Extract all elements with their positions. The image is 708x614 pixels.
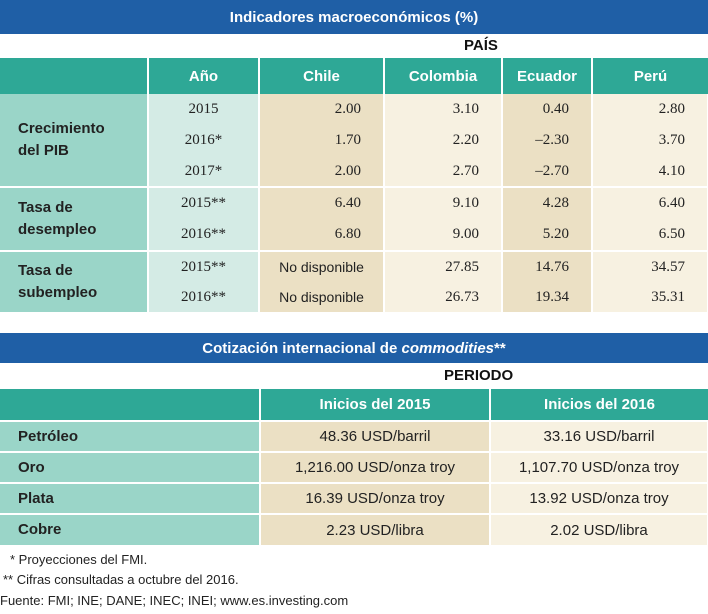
- header-empty: [0, 389, 261, 421]
- table2-subheader: PERIODO: [444, 367, 514, 384]
- header-2016: Inicios del 2016: [490, 389, 708, 421]
- table-row: Tasa de desempleo 2015** 6.40 9.10 4.28 …: [0, 186, 708, 251]
- commodity-label: Plata: [0, 482, 261, 514]
- value-cell: 34.57: [592, 250, 708, 282]
- table-row: Plata 16.39 USD/onza troy 13.92 USD/onza…: [0, 482, 708, 514]
- table-row: 2016** No disponible 26.73 19.34 35.31: [0, 282, 708, 312]
- commodities-table: Inicios del 2015 Inicios del 2016 Petról…: [0, 389, 708, 545]
- macro-indicators-table: Año Chile Colombia Ecuador Perú Crecimie…: [0, 58, 708, 312]
- commodity-label: Petróleo: [0, 420, 261, 452]
- header-2015: Inicios del 2015: [260, 389, 491, 421]
- table2-title-italic: commodities: [401, 339, 495, 357]
- year-cell: 2016**: [148, 219, 260, 251]
- value-cell: No disponible: [259, 282, 385, 312]
- commodity-label: Cobre: [0, 513, 261, 545]
- year-cell: 2016*: [148, 125, 260, 156]
- label-subempleo: Tasa de subempleo: [18, 262, 98, 301]
- value-cell: 2.70: [384, 156, 503, 187]
- value-cell: 1,107.70 USD/onza troy: [490, 451, 708, 483]
- header-chile: Chile: [259, 58, 385, 94]
- value-cell: 6.50: [592, 219, 708, 251]
- value-cell: –2.70: [502, 156, 593, 187]
- commodity-label: Oro: [0, 451, 261, 483]
- year-cell: 2016**: [148, 282, 260, 312]
- header-empty: [0, 58, 149, 94]
- value-cell: 4.28: [502, 186, 593, 219]
- value-cell: 2.02 USD/libra: [490, 513, 708, 545]
- value-cell: 0.40: [502, 94, 593, 125]
- value-cell: 27.85: [384, 250, 503, 282]
- value-cell: 16.39 USD/onza troy: [260, 482, 491, 514]
- year-cell: 2017*: [148, 156, 260, 187]
- value-cell: 9.00: [384, 219, 503, 251]
- value-cell: 48.36 USD/barril: [260, 420, 491, 452]
- value-cell: 3.70: [592, 125, 708, 156]
- value-cell: 1.70: [259, 125, 385, 156]
- row-label-pib: Crecimiento del PIB: [0, 94, 149, 187]
- header-ecuador: Ecuador: [502, 58, 593, 94]
- value-cell: 2.80: [592, 94, 708, 125]
- value-cell: 2.00: [259, 156, 385, 187]
- value-cell: 14.76: [502, 250, 593, 282]
- footnote-date: ** Cifras consultadas a octubre del 2016…: [3, 572, 239, 587]
- value-cell: 33.16 USD/barril: [490, 420, 708, 452]
- table2-title-suffix: **: [494, 339, 506, 357]
- year-cell: 2015**: [148, 186, 260, 219]
- row-label-desempleo: Tasa de desempleo: [0, 186, 149, 251]
- year-cell: 2015: [148, 94, 260, 125]
- header-peru: Perú: [592, 58, 708, 94]
- label-desempleo: Tasa de desempleo: [18, 199, 97, 238]
- value-cell: 4.10: [592, 156, 708, 187]
- footnote-projections: * Proyecciones del FMI.: [10, 552, 148, 567]
- table-row: 2016** 6.80 9.00 5.20 6.50: [0, 219, 708, 251]
- table-row: Petróleo 48.36 USD/barril 33.16 USD/barr…: [0, 420, 708, 452]
- table-row: 2016* 1.70 2.20 –2.30 3.70: [0, 125, 708, 156]
- table-row: Tasa de subempleo 2015** No disponible 2…: [0, 250, 708, 312]
- table-row: Crecimiento del PIB 2015 2.00 3.10 0.40 …: [0, 94, 708, 187]
- value-cell: 35.31: [592, 282, 708, 312]
- value-cell: 2.00: [259, 94, 385, 125]
- header-year: Año: [148, 58, 260, 94]
- table1-subheader: PAÍS: [464, 37, 498, 54]
- value-cell: 13.92 USD/onza troy: [490, 482, 708, 514]
- value-cell: 6.80: [259, 219, 385, 251]
- table-row: Oro 1,216.00 USD/onza troy 1,107.70 USD/…: [0, 451, 708, 483]
- value-cell: –2.30: [502, 125, 593, 156]
- table2-title: Cotización internacional de commodities …: [0, 333, 708, 363]
- table2-title-prefix: Cotización internacional de: [202, 339, 402, 357]
- footnote-source: Fuente: FMI; INE; DANE; INEC; INEI; www.…: [0, 593, 349, 608]
- value-cell: 2.23 USD/libra: [260, 513, 491, 545]
- value-cell: No disponible: [259, 250, 385, 282]
- value-cell: 3.10: [384, 94, 503, 125]
- table-row: Cobre 2.23 USD/libra 2.02 USD/libra: [0, 513, 708, 545]
- table1-title-text: Indicadores macroeconómicos (%): [229, 8, 479, 26]
- value-cell: 5.20: [502, 219, 593, 251]
- table-row: 2017* 2.00 2.70 –2.70 4.10: [0, 156, 708, 187]
- value-cell: 19.34: [502, 282, 593, 312]
- value-cell: 2.20: [384, 125, 503, 156]
- header-colombia: Colombia: [384, 58, 503, 94]
- value-cell: 9.10: [384, 186, 503, 219]
- value-cell: 1,216.00 USD/onza troy: [260, 451, 491, 483]
- row-label-subempleo: Tasa de subempleo: [0, 250, 149, 312]
- label-pib: Crecimiento del PIB: [18, 120, 105, 159]
- value-cell: 6.40: [592, 186, 708, 219]
- year-cell: 2015**: [148, 250, 260, 282]
- table1-title: Indicadores macroeconómicos (%): [0, 0, 708, 34]
- value-cell: 6.40: [259, 186, 385, 219]
- value-cell: 26.73: [384, 282, 503, 312]
